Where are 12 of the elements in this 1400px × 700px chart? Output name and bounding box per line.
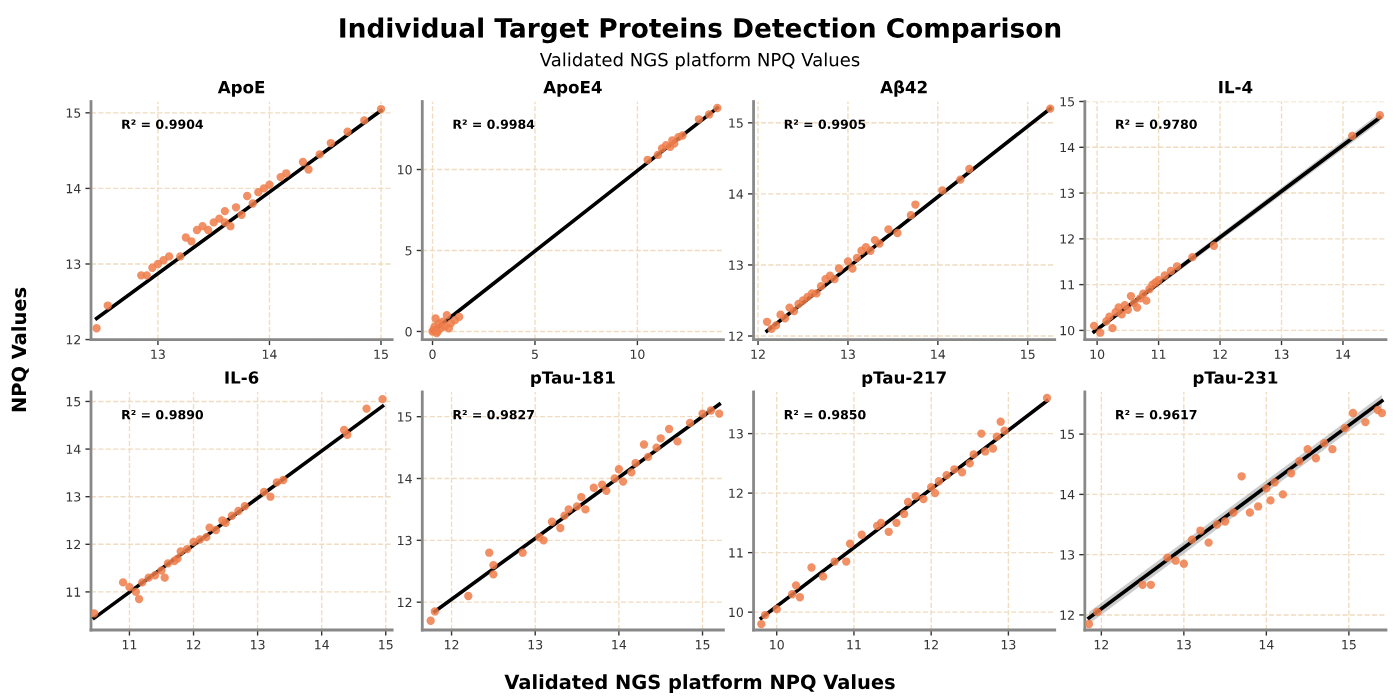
chart-title: IL-6 (225, 371, 259, 384)
chart-title: pTau-231 (1193, 371, 1278, 388)
chart-title: Aβ42 (880, 80, 927, 97)
text: Validated NGS platform NPQ Values (504, 674, 895, 693)
chart-title: ApoE (217, 81, 265, 97)
text: Individual Target Proteins Detection Comparison (340, 17, 1061, 44)
text: Validated NGS platform NPQ Values (539, 52, 860, 70)
chart-title: IL-4 (1219, 81, 1253, 94)
text: NPQ Values (11, 287, 29, 412)
chart-title: pTau-217 (862, 371, 946, 388)
chart-title: ApoE4 (543, 81, 602, 97)
chart-title: pTau-181 (531, 371, 615, 388)
